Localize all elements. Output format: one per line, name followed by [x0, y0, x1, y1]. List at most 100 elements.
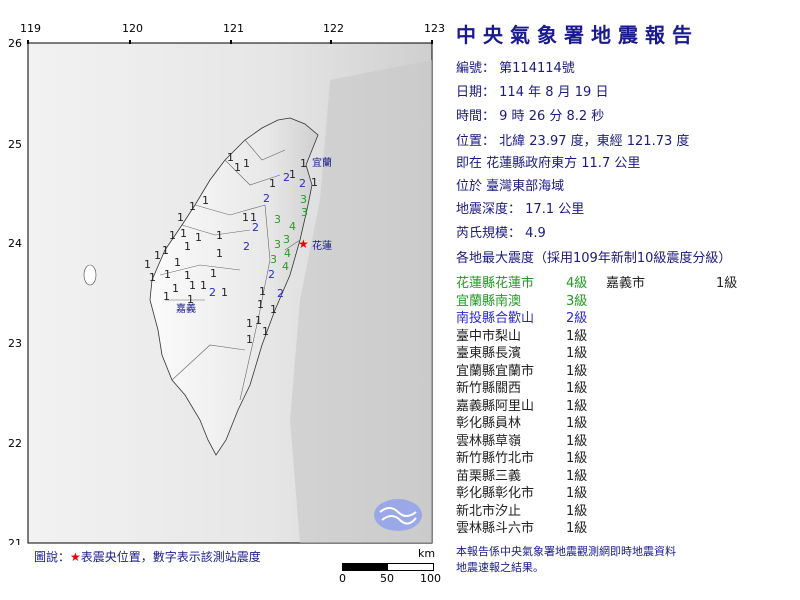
station-name: 宜蘭縣南澳 [456, 293, 522, 309]
intensity-level: 1級 [566, 416, 588, 431]
station-name: 宜蘭縣宜蘭市 [456, 363, 535, 379]
station-intensity: 1 [172, 282, 179, 295]
station-intensity: 3 [274, 213, 281, 226]
place-label-hualien: 花蓮 [312, 239, 332, 252]
lon-tick [230, 40, 232, 44]
place-label-yilan: 宜蘭 [312, 156, 332, 169]
station-intensity: 2 [209, 286, 216, 299]
station-intensity: 1 [311, 176, 318, 189]
intensity-level: 1級 [566, 503, 588, 519]
time-value: 9 時 26 分 8.2 秒 [499, 109, 605, 124]
report-title: 中央氣象署地震報告 [456, 23, 699, 47]
station-name: 南投縣合歡山 [456, 311, 535, 326]
intensity-header: 各地最大震度（採用109年新制10級震度分級） [456, 251, 732, 266]
station-intensity: 2 [283, 171, 290, 184]
scale-bar [342, 563, 434, 571]
station-name: 新北市汐止 [456, 503, 522, 519]
station-intensity: 1 [202, 194, 209, 207]
intensity-row: 新竹縣關西 1級 [456, 377, 606, 396]
depth-value: 17.1 公里 [525, 202, 585, 217]
penghu-islands [83, 264, 97, 286]
report-date: 日期： 114 年 8 月 19 日 [456, 81, 608, 100]
date-label: 日期： [456, 85, 496, 100]
report-magnitude: 芮氏規模： 4.9 [456, 222, 546, 241]
station-intensity: 2 [277, 287, 284, 300]
intensity-level: 1級 [566, 398, 588, 414]
station-intensity: 1 [234, 161, 241, 174]
station-intensity: 1 [149, 271, 156, 284]
station-intensity: 1 [195, 231, 202, 244]
station-intensity: 3 [301, 206, 308, 219]
report-number: 編號： 第114114號 [456, 57, 575, 76]
station-intensity: 1 [262, 325, 269, 338]
station-intensity: 1 [246, 317, 253, 330]
intensity-level: 1級 [566, 363, 588, 379]
station-name: 臺中市梨山 [456, 328, 522, 344]
station-intensity: 1 [180, 227, 187, 240]
station-intensity: 1 [216, 247, 223, 260]
station-intensity: 1 [250, 211, 257, 224]
intensity-row: 臺東縣長濱 1級 [456, 342, 606, 361]
station-intensity: 1 [174, 256, 181, 269]
lat-tick-label: 26 [8, 37, 22, 50]
red-star-icon: ★ [70, 550, 81, 564]
intensity-level: 1級 [566, 381, 588, 396]
station-intensity: 1 [255, 314, 262, 327]
station-intensity: 1 [242, 211, 249, 224]
station-name: 新竹縣竹北市 [456, 451, 535, 466]
station-intensity: 4 [289, 220, 296, 233]
station-intensity: 1 [216, 229, 223, 242]
trench-shading [290, 60, 432, 543]
scale-label-50: 50 [380, 572, 394, 585]
station-name: 苗栗縣三義 [456, 468, 522, 484]
station-intensity: 1 [300, 157, 307, 170]
station-intensity: 1 [259, 285, 266, 298]
intensity-level: 1級 [566, 451, 588, 466]
station-name: 彰化縣員林 [456, 416, 522, 431]
lon-tick-label: 123 [424, 22, 445, 35]
station-intensity: 1 [270, 303, 277, 316]
lat-tick-label: 22 [8, 437, 22, 450]
intensity-row: 彰化縣員林 1級 [456, 412, 606, 431]
place-label-chiayi: 嘉義 [176, 302, 196, 315]
intensity-level: 3級 [566, 293, 588, 309]
station-intensity: 1 [177, 211, 184, 224]
station-intensity: 1 [163, 290, 170, 303]
report-footer: 本報告係中央氣象署地震觀測網即時地震資料 地震速報之結果。 [456, 544, 676, 576]
report-location: 位置： 北緯 23.97 度，東經 121.73 度 [456, 130, 689, 149]
lon-tick [330, 40, 332, 44]
magnitude-label: 芮氏規模： [456, 226, 522, 241]
station-intensity: 2 [252, 221, 259, 234]
lon-tick-label: 119 [20, 22, 41, 35]
intensity-row: 彰化縣彰化市 1級 [456, 482, 606, 501]
footer-line: 本報告係中央氣象署地震觀測網即時地震資料 [456, 545, 676, 558]
station-name: 嘉義市 [606, 276, 646, 291]
intensity-level: 1級 [566, 468, 588, 484]
intensity-level: 1級 [716, 276, 738, 291]
scale-unit: km [418, 547, 436, 560]
lon-tick-label: 122 [323, 22, 344, 35]
station-intensity: 1 [184, 240, 191, 253]
intensity-row: 嘉義市 1級 [606, 272, 756, 291]
scale-label-100: 100 [420, 572, 441, 585]
lon-tick-label: 120 [122, 22, 143, 35]
station-intensity: 1 [210, 267, 217, 280]
station-intensity: 1 [164, 268, 171, 281]
number-value: 第114114號 [499, 61, 575, 76]
number-label: 編號： [456, 61, 496, 76]
magnitude-value: 4.9 [525, 226, 546, 241]
station-intensity: 1 [189, 200, 196, 213]
station-intensity: 2 [268, 268, 275, 281]
report-depth: 地震深度： 17.1 公里 [456, 198, 584, 217]
county-borders [159, 139, 301, 401]
station-intensity: 1 [246, 333, 253, 346]
intensity-row: 宜蘭縣南澳 3級 [456, 290, 606, 309]
station-intensity: 1 [169, 229, 176, 242]
station-intensity: 2 [243, 240, 250, 253]
intensity-row: 新竹縣竹北市 1級 [456, 447, 606, 466]
intensity-row: 花蓮縣花蓮市 4級 [456, 272, 606, 291]
station-intensity: 3 [283, 233, 290, 246]
cwa-logo [374, 499, 422, 531]
intensity-row: 嘉義縣阿里山 1級 [456, 395, 606, 414]
station-intensity: 1 [144, 258, 151, 271]
